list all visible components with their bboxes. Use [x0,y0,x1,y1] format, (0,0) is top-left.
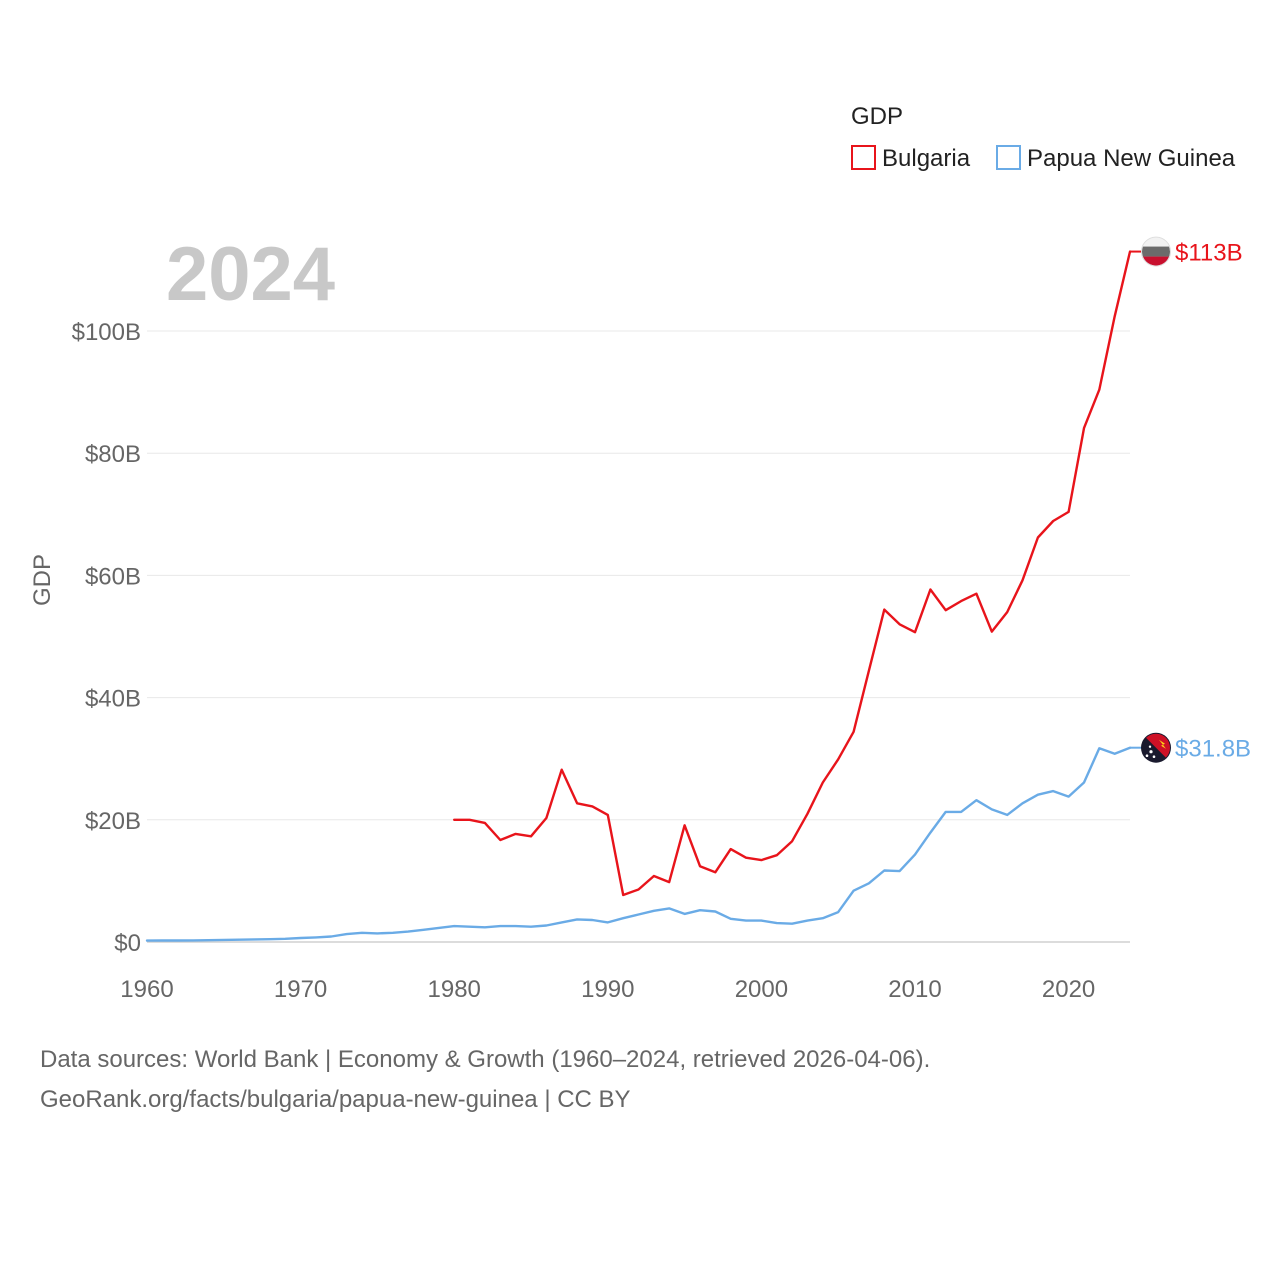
x-tick-label: 2020 [1042,976,1095,1003]
y-tick-label: $100B [72,319,141,346]
y-axis-ticks: $0 $20B $40B $60B $80B $100B [72,319,141,957]
legend: GDP Bulgaria Papua New Guinea [851,103,1236,172]
footer-source-link[interactable]: GeoRank.org/facts/bulgaria/papua-new-gui… [40,1086,631,1113]
y-axis-title: GDP [29,554,56,606]
x-tick-label: 1980 [428,976,481,1003]
bulgaria-flag-icon [1141,236,1171,267]
series-line-papua-new-guinea[interactable] [145,746,1132,942]
y-tick-label: $40B [85,686,141,713]
x-axis-ticks: 1960 1970 1980 1990 2000 2010 2020 [120,976,1095,1003]
x-tick-label: 1990 [581,976,634,1003]
legend-label-papua-new-guinea: Papua New Guinea [1027,145,1236,172]
legend-item-papua-new-guinea[interactable]: Papua New Guinea [996,145,1236,172]
footer-data-sources: Data sources: World Bank | Economy & Gro… [40,1046,931,1073]
x-tick-label: 2000 [735,976,788,1003]
y-tick-label: $80B [85,441,141,468]
papua-new-guinea-flag-icon [1141,732,1171,763]
footer: Data sources: World Bank | Economy & Gro… [40,1040,1240,1120]
end-value-label-papua-new-guinea: $31.8B [1175,736,1251,763]
series-line-bulgaria[interactable] [453,250,1132,897]
legend-swatch-bulgaria [851,145,876,170]
legend-swatch-papua-new-guinea [996,145,1021,170]
series-end-markers: $113B $31.8B [1130,236,1251,763]
end-value-label-bulgaria: $113B [1175,240,1243,267]
legend-item-bulgaria[interactable]: Bulgaria [851,145,971,172]
year-watermark: 2024 [166,232,335,317]
y-tick-label: $0 [114,930,141,957]
x-tick-label: 1970 [274,976,327,1003]
legend-label-bulgaria: Bulgaria [882,145,971,172]
x-tick-label: 2010 [888,976,941,1003]
series-lines [145,250,1132,942]
x-tick-label: 1960 [120,976,173,1003]
y-tick-label: $60B [85,563,141,590]
legend-title: GDP [851,103,903,130]
y-tick-label: $20B [85,808,141,835]
gridlines [147,330,1130,943]
